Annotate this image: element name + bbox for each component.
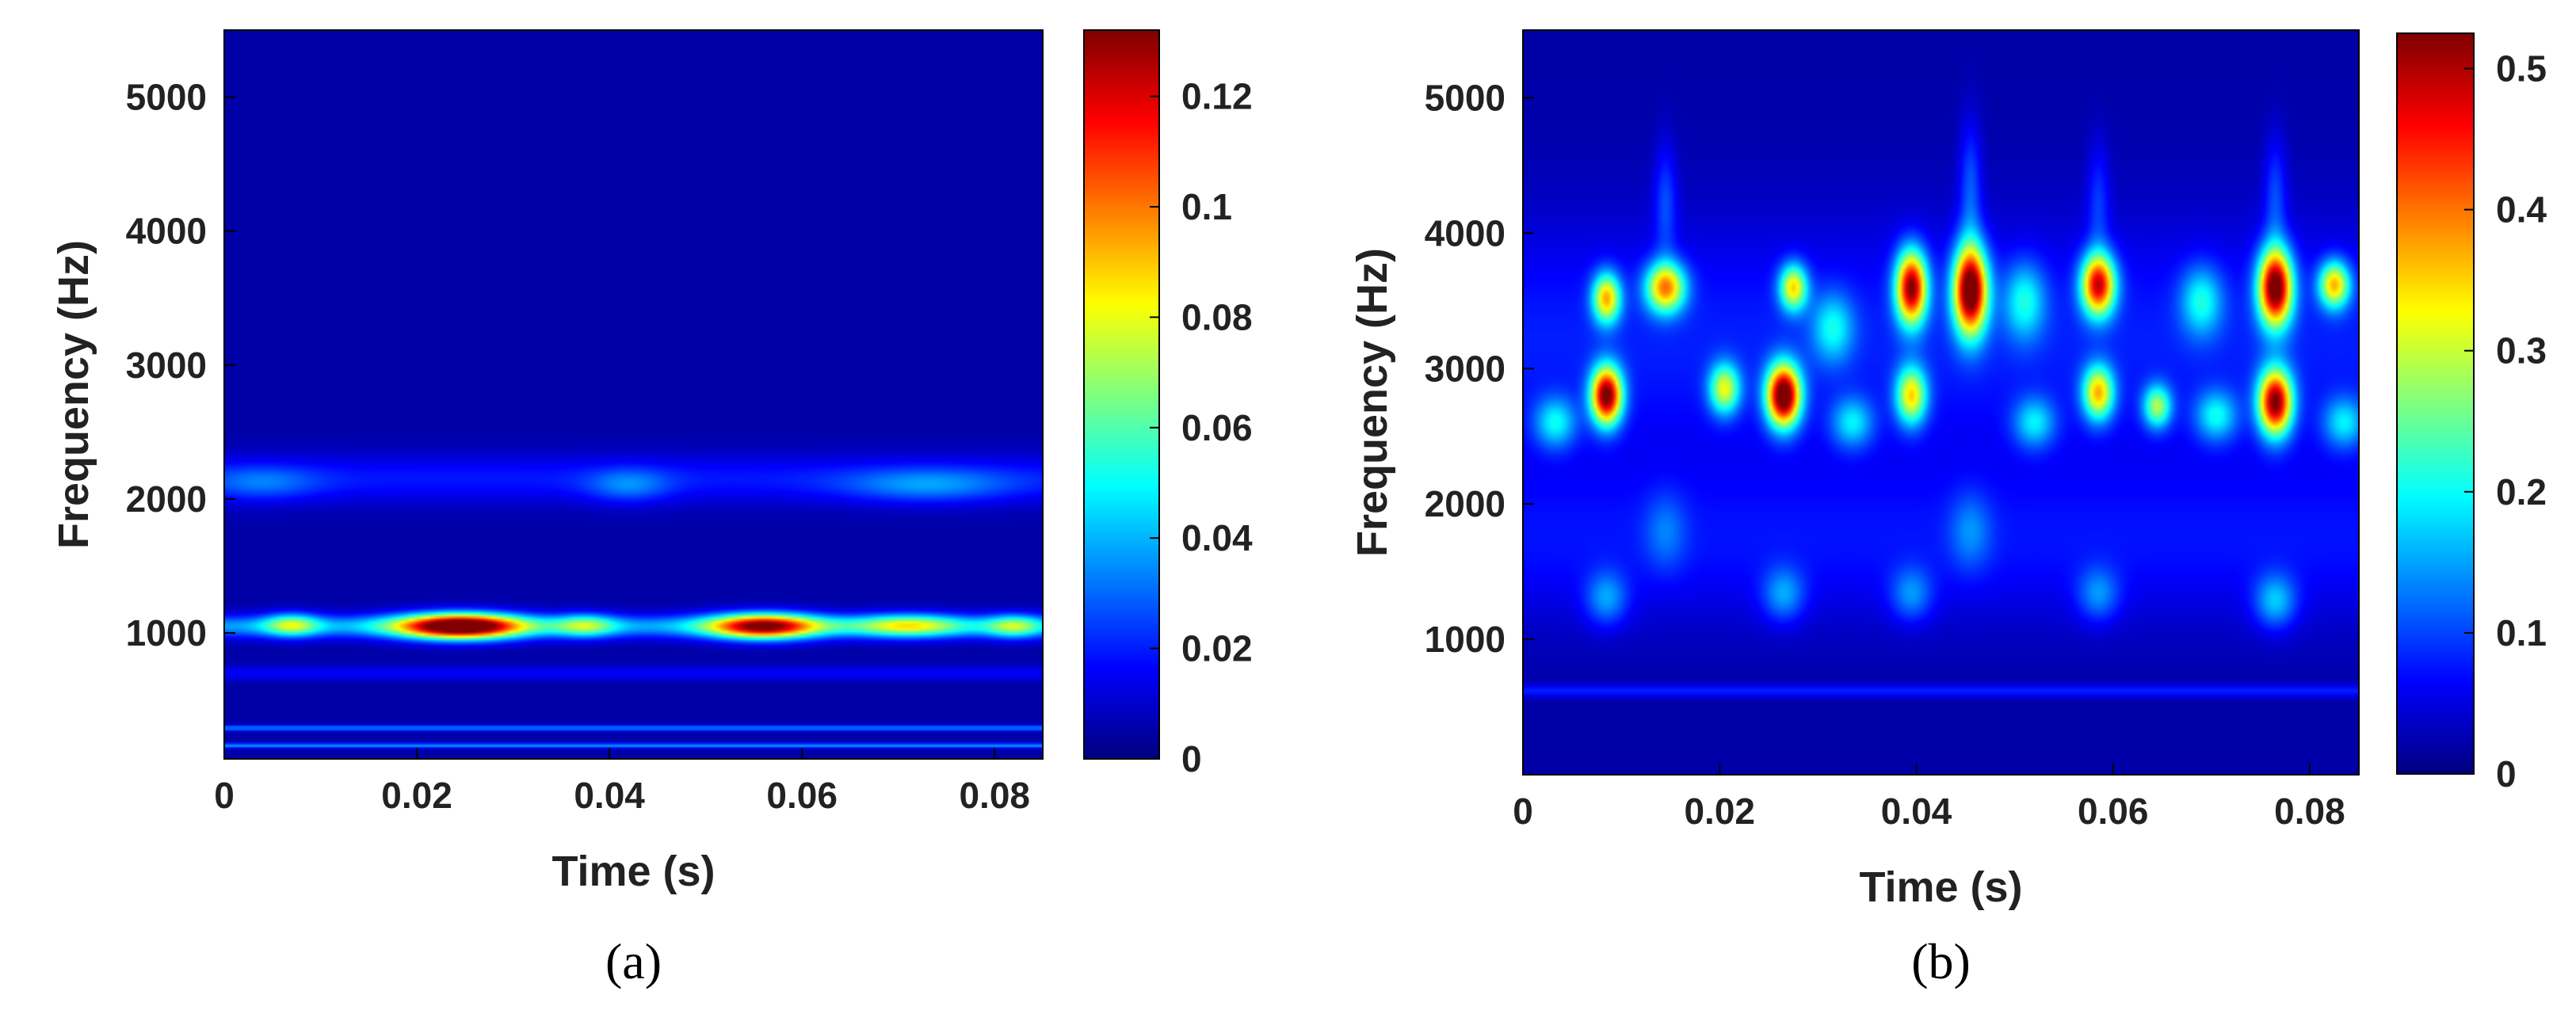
- colorbar-tick-label: 0: [1181, 738, 1202, 779]
- plot-frame-a: [223, 29, 1044, 760]
- colorbar-tick-label: 0: [2496, 753, 2517, 795]
- x-tick-label: 0.08: [2274, 791, 2345, 832]
- spectrogram-a: [224, 30, 1043, 759]
- colorbar-tick-label: 0.08: [1181, 296, 1253, 337]
- y-tick-label: 4000: [126, 211, 207, 252]
- x-tick-label: 0.08: [959, 775, 1030, 816]
- colorbar-tick-label: 0.1: [2496, 612, 2547, 654]
- y-tick-label: 3000: [1425, 348, 1506, 389]
- caption-b: (b): [1911, 933, 1971, 989]
- caption-a: (a): [605, 933, 662, 989]
- panel-b: 1000 2000 3000 4000 5000 0 0.02 0.04 0.06 0.08 F…: [1349, 29, 2547, 989]
- colorbar-a: [1084, 30, 1159, 759]
- x-tick-label: 0: [1513, 791, 1533, 832]
- colorbar-tick-label: 0.02: [1181, 628, 1253, 669]
- colorbar-b: [2397, 33, 2474, 774]
- colorbar-tick-label: 0.1: [1181, 186, 1232, 227]
- y-tick-label: 2000: [1425, 483, 1506, 524]
- colorbar-frame-b: [2396, 32, 2475, 775]
- x-tick-label: 0.06: [2078, 791, 2149, 832]
- colorbar-tick-label: 0.3: [2496, 330, 2547, 372]
- spectrogram-b: [1523, 30, 2359, 775]
- colorbar-tick-label: 0.5: [2496, 48, 2547, 90]
- x-tick-label: 0.02: [381, 775, 452, 816]
- y-axis-label-b: Frequency (Hz): [1349, 248, 1396, 557]
- x-tick-label: 0.06: [766, 775, 838, 816]
- colorbar-frame-a: [1083, 29, 1160, 760]
- y-tick-label: 1000: [1425, 619, 1506, 660]
- y-tick-label: 4000: [1425, 212, 1506, 253]
- colorbar-tick-label: 0.2: [2496, 471, 2547, 513]
- colorbar-tick-label: 0.04: [1181, 517, 1253, 558]
- colorbar-tick-label: 0.06: [1181, 407, 1253, 448]
- x-tick-label: 0: [214, 775, 235, 816]
- y-tick-label: 5000: [1425, 77, 1506, 118]
- y-tick-label: 5000: [126, 77, 207, 118]
- colorbar-tick-label: 0.12: [1181, 76, 1253, 117]
- x-axis-label-b: Time (s): [1859, 863, 2022, 911]
- y-ticks-a: 1000 2000 3000 4000 5000: [126, 77, 235, 654]
- colorbar-ticks-b: 0 0.1 0.2 0.3 0.4 0.5: [2464, 48, 2547, 795]
- x-ticks-a: 0 0.02 0.04 0.06 0.08: [214, 748, 1030, 816]
- colorbar-ticks-a: 0 0.02 0.04 0.06 0.08 0.1 0.12: [1150, 76, 1253, 779]
- y-axis-label-a: Frequency (Hz): [50, 240, 97, 549]
- x-tick-label: 0.04: [1881, 791, 1952, 832]
- y-tick-label: 1000: [126, 612, 207, 654]
- plot-frame-b: [1522, 29, 2360, 776]
- x-axis-label-a: Time (s): [551, 848, 715, 895]
- y-tick-label: 3000: [126, 345, 207, 386]
- x-ticks-b: 0 0.02 0.04 0.06 0.08: [1513, 764, 2345, 832]
- x-tick-label: 0.02: [1684, 791, 1755, 832]
- x-tick-label: 0.04: [574, 775, 645, 816]
- panel-a: 1000 2000 3000 4000 5000 0 0.02 0.04 0.06 0.08 F…: [50, 29, 1253, 989]
- y-tick-label: 2000: [126, 478, 207, 520]
- y-ticks-b: 1000 2000 3000 4000 5000: [1425, 77, 1534, 660]
- colorbar-tick-label: 0.4: [2496, 189, 2547, 231]
